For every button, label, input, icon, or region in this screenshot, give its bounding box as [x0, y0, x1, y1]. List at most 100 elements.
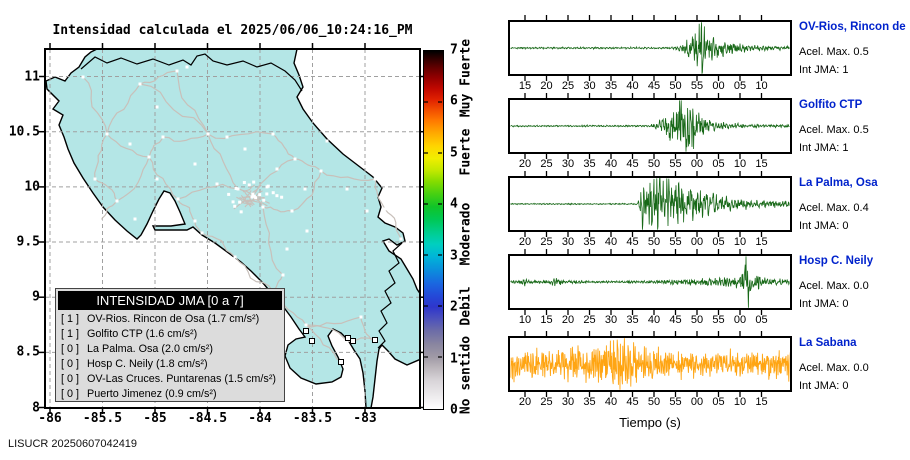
road-line	[139, 83, 209, 135]
longitude-tick-label: -84	[248, 411, 272, 426]
seismogram-frame	[508, 254, 792, 310]
city-dot	[365, 209, 369, 213]
road-line	[176, 70, 209, 135]
watermark: LISUCR 20250607042419	[8, 438, 138, 450]
time-tick-label: 05	[712, 158, 725, 170]
landmass	[45, 49, 420, 408]
country-border	[80, 53, 303, 92]
legend-entry-intensity: [ 0 ]	[61, 358, 80, 370]
time-tick-label: 25	[540, 158, 553, 170]
time-tick-label: 35	[604, 80, 618, 92]
time-tick-label: 25	[561, 80, 575, 92]
city-dot	[303, 187, 307, 191]
road-line	[242, 184, 256, 193]
colorbar-category: No sentido	[458, 335, 474, 415]
time-tick-label: 20	[540, 80, 553, 92]
time-tick-label: 30	[604, 314, 618, 326]
seismogram-time-ticks: 20 25 30 35 40 45 50 55 00 05 10 15	[508, 396, 792, 409]
city-dot	[233, 204, 237, 208]
city-dot	[285, 247, 289, 251]
city-dot	[128, 142, 132, 146]
legend-entry-station: Hosp C. Neily (1.8 cm/s²)	[87, 358, 208, 370]
city-dot	[325, 139, 329, 143]
city-dot	[193, 219, 197, 223]
seismogram-frame	[508, 336, 792, 392]
city-dot	[305, 229, 309, 233]
seismogram-trace	[510, 178, 790, 230]
longitude-tick-label: -83.5	[292, 411, 333, 426]
station-label: OV-Rios, Rincon de Os	[799, 21, 909, 33]
road-line	[177, 183, 239, 200]
city-dot	[185, 65, 189, 69]
city-dot	[193, 162, 197, 166]
seismogram-trace	[510, 100, 790, 152]
time-tick-label: 50	[669, 80, 682, 92]
colorbar-number: 5	[450, 145, 458, 161]
road-line	[100, 200, 118, 222]
road-line	[94, 133, 108, 180]
latitude-tick-label: 10.5	[8, 124, 40, 140]
time-tick-label: 00	[690, 396, 704, 408]
acel-max-label: Acel. Max. 0.4	[799, 202, 869, 214]
station-label: Hosp C. Neily	[799, 255, 874, 267]
time-tick-label: 45	[626, 396, 639, 408]
road-line	[305, 324, 343, 364]
time-tick-label: 25	[583, 314, 596, 326]
acel-max-label: Acel. Max. 0.5	[799, 46, 869, 58]
latitude-tick-label: 10	[24, 179, 40, 195]
time-tick-label: 40	[647, 314, 661, 326]
time-tick-label: 40	[626, 80, 639, 92]
city-dot	[373, 177, 377, 181]
city-dot	[147, 155, 151, 159]
time-tick-label: 40	[604, 158, 618, 170]
time-tick-label: 15	[755, 396, 768, 408]
time-tick-label: 55	[669, 396, 682, 408]
colorbar-category: Debil	[458, 286, 474, 326]
latitude-tick-label: 9	[32, 289, 40, 305]
int-jma-label: Int JMA: 0	[799, 298, 849, 310]
time-tick-label: 45	[626, 158, 639, 170]
city-dot	[247, 183, 251, 187]
latitude-tick-label: 8	[32, 400, 40, 415]
road-line	[239, 196, 252, 208]
road-line	[305, 324, 348, 342]
city-dot	[252, 180, 256, 184]
road-line	[139, 70, 178, 85]
city-dot	[225, 135, 229, 139]
road-line	[246, 199, 268, 207]
colorbar-number: 1	[450, 351, 458, 367]
city-dot	[290, 209, 294, 213]
legend-entry-station: Puerto Jimenez (0.9 cm/s²)	[87, 388, 217, 400]
colorbar-category: Muy Fuerte	[458, 38, 474, 118]
city-dot	[345, 187, 349, 191]
road-line	[207, 133, 239, 190]
colorbar-number: 4	[450, 196, 458, 212]
city-dot	[280, 195, 284, 199]
time-tick-label: 05	[712, 236, 725, 248]
time-axis-label: Tiempo (s)	[619, 415, 681, 430]
colorbar-number: 7	[450, 42, 458, 58]
city-dot	[383, 207, 387, 211]
time-tick-label: 15	[540, 314, 553, 326]
legend-entry-station: OV-Rios. Rincon de Osa (1.7 cm/s²)	[87, 313, 260, 325]
time-tick-label: 50	[690, 314, 704, 326]
city-dot	[81, 75, 85, 79]
time-tick-label: 35	[583, 396, 596, 408]
colorbar-category: Moderado	[458, 202, 474, 266]
seismogram-trace	[510, 256, 790, 308]
road-line	[82, 76, 108, 135]
legend-entry-intensity: [ 1 ]	[61, 313, 80, 325]
time-tick-label: 20	[518, 236, 532, 248]
road-line	[234, 256, 274, 292]
time-tick-label: 55	[669, 236, 682, 248]
city-dot	[258, 193, 262, 197]
time-tick-label: 45	[669, 314, 682, 326]
legend-entry-intensity: [ 0 ]	[61, 343, 80, 355]
city-dot	[200, 231, 204, 235]
seismogram-time-ticks: 10 15 20 25 30 35 40 45 50 55 00 05	[508, 314, 792, 327]
time-tick-label: 40	[604, 396, 618, 408]
time-tick-label: 10	[733, 158, 747, 170]
seismogram-trace	[510, 22, 790, 74]
city-dot	[243, 147, 247, 151]
city-dot	[175, 69, 179, 73]
